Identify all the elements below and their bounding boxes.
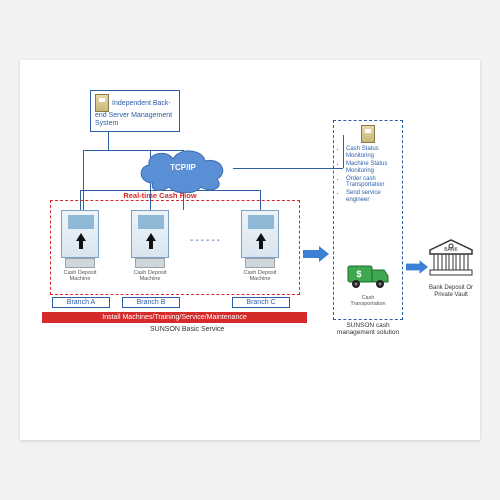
- arrow-right-1: [303, 246, 329, 262]
- realtime-flow-label: Real-time Cash Flow: [120, 192, 200, 200]
- machine-caption: Cash Deposit Machine: [130, 270, 170, 282]
- branch-a-box: Branch A: [52, 297, 110, 308]
- cash-truck: $ Cash Transportation: [346, 260, 390, 307]
- install-bar: Install Machines/Training/Service/Mainte…: [42, 312, 307, 323]
- server-icon: [95, 94, 109, 112]
- connector-line: [233, 168, 343, 169]
- arrow-right-2: [406, 260, 428, 274]
- machine-caption: Cash Deposit Machine: [60, 270, 100, 282]
- backend-server-box: Independent Back-end Server Management S…: [90, 90, 180, 132]
- branch-c-box: Branch C: [232, 297, 290, 308]
- ellipsis: ------: [190, 235, 222, 246]
- monitoring-item: Send service engineer: [346, 190, 398, 204]
- monitoring-item: Order cash Transportation: [346, 176, 398, 190]
- bank-caption: Bank Deposit Or Private Vault: [428, 285, 474, 299]
- truck-caption: Cash Transportation: [346, 295, 390, 307]
- cloud-label: TCP/IP: [133, 163, 233, 172]
- branch-b-box: Branch B: [122, 297, 180, 308]
- monitoring-item: Cash Status Monitoring: [346, 146, 398, 160]
- monitoring-list: Cash Status Monitoring Machine Status Mo…: [338, 146, 398, 204]
- machine-caption: Cash Deposit Machine: [240, 270, 280, 282]
- monitoring-item: Machine Status Monitoring: [346, 161, 398, 175]
- svg-text:$: $: [356, 269, 361, 279]
- server-icon: [361, 125, 375, 143]
- tcpip-cloud: TCP/IP: [133, 145, 233, 193]
- bank-icon: BANK Bank Deposit Or Private Vault: [428, 238, 474, 299]
- machine-b: Cash Deposit Machine: [130, 210, 170, 282]
- solution-caption: SUNSON cash management solution: [333, 322, 403, 337]
- diagram-canvas: Independent Back-end Server Management S…: [20, 60, 480, 440]
- basic-service-label: SUNSON Basic Service: [150, 326, 224, 333]
- machine-a: Cash Deposit Machine: [60, 210, 100, 282]
- machine-c: Cash Deposit Machine: [240, 210, 280, 282]
